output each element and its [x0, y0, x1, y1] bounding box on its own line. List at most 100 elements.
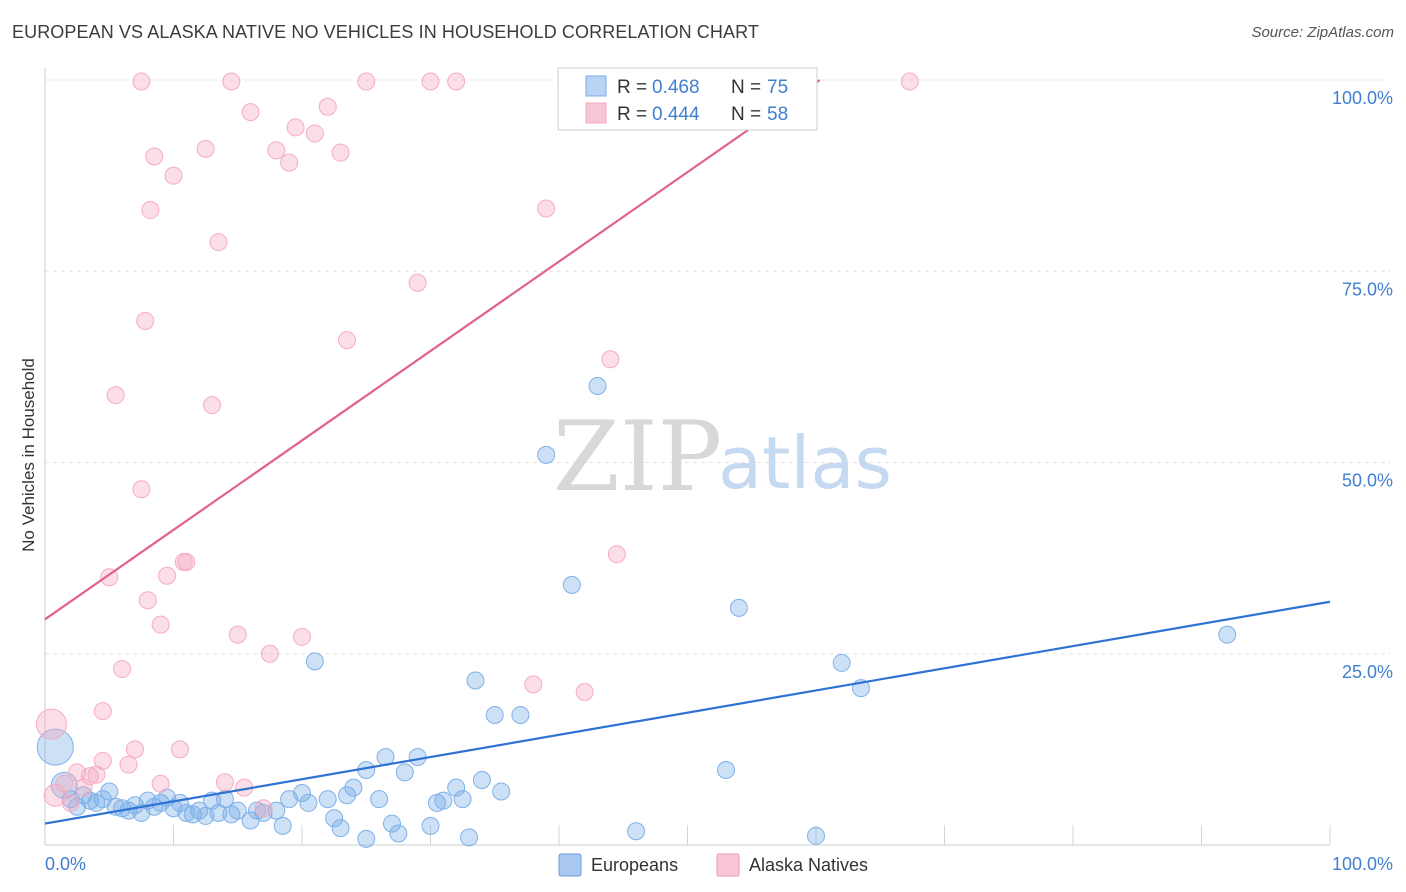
european-point — [293, 783, 311, 802]
alaska-natives-trend-line — [44, 79, 821, 621]
european-point — [453, 790, 472, 809]
alaska-native-point — [900, 72, 919, 91]
chart-title: EUROPEAN VS ALASKA NATIVE NO VEHICLES IN… — [12, 22, 759, 42]
european-point — [466, 671, 485, 690]
alaska-native-point — [151, 774, 170, 793]
european-point — [273, 816, 292, 835]
alaska-native-point — [260, 644, 279, 663]
european-point — [434, 791, 453, 810]
european-point — [460, 828, 479, 847]
european-point — [717, 761, 736, 780]
alaska-native-point — [136, 311, 155, 330]
european-point — [325, 809, 344, 828]
european-point — [447, 778, 466, 797]
european-point — [305, 652, 324, 671]
alaska-native-point — [93, 702, 112, 721]
alaska-native-point — [93, 751, 112, 770]
european-point — [337, 786, 356, 805]
european-point — [511, 705, 530, 724]
legend-r-label-alaska-natives: R = — [617, 104, 647, 125]
alaska-native-point — [293, 627, 311, 646]
european-point — [100, 782, 119, 801]
alaska-native-point — [100, 568, 119, 587]
alaska-native-point — [35, 708, 67, 740]
alaska-native-point — [421, 72, 440, 91]
x-tick-label-left: 0.0% — [45, 854, 86, 874]
alaska-native-point — [601, 350, 620, 369]
axes — [44, 68, 1330, 846]
european-point — [408, 748, 427, 767]
european-point — [395, 763, 414, 782]
alaska-native-point — [132, 480, 151, 499]
alaska-native-point — [132, 72, 151, 91]
legend-n-value-alaska-natives: 58 — [767, 104, 788, 125]
legend-swatch-europeans — [585, 75, 607, 97]
european-point — [382, 814, 401, 833]
alaska-native-point — [170, 740, 189, 759]
alaska-native-point — [164, 166, 183, 185]
european-point — [729, 598, 748, 617]
alaska-native-point — [74, 778, 93, 797]
y-tick-label: 25.0% — [1342, 662, 1393, 682]
alaska-natives-points — [35, 72, 919, 818]
alaska-native-point — [228, 625, 247, 644]
alaska-native-point — [607, 545, 626, 564]
europeans-trend-line — [44, 600, 1331, 825]
european-point — [421, 816, 440, 835]
bottom-legend-label-alaska-natives: Alaska Natives — [749, 855, 868, 875]
alaska-native-point — [331, 143, 350, 162]
bottom-legend-swatch-alaska-natives — [716, 853, 740, 877]
alaska-native-point — [119, 755, 138, 774]
alaska-native-point — [408, 273, 427, 292]
european-point — [832, 653, 851, 672]
alaska-native-point — [80, 767, 99, 786]
european-point — [389, 824, 408, 843]
alaska-native-point — [575, 683, 594, 701]
alaska-native-point — [537, 199, 556, 218]
alaska-native-point — [113, 660, 132, 679]
watermark-atlas: atlas — [718, 421, 892, 505]
european-point — [344, 778, 363, 797]
bottom-legend-label-europeans: Europeans — [591, 855, 678, 875]
x-tick-label-right: 100.0% — [1332, 854, 1393, 874]
alaska-native-point — [447, 72, 466, 91]
y-axis-label: No Vehicles in Household — [19, 358, 38, 552]
alaska-native-point — [106, 386, 125, 405]
european-point — [537, 445, 556, 464]
series-legend: Europeans Alaska Natives — [558, 853, 868, 877]
alaska-native-point — [145, 147, 164, 166]
european-point — [331, 819, 350, 838]
alaska-native-point — [55, 774, 74, 793]
alaska-native-point — [125, 740, 144, 759]
alaska-native-point — [357, 72, 376, 91]
alaska-native-point — [138, 591, 157, 610]
alaska-native-point — [305, 124, 324, 143]
legend-r-value-alaska-natives: 0.444 — [652, 104, 700, 125]
alaska-native-point — [222, 72, 241, 91]
european-point — [627, 822, 646, 841]
trend-lines — [44, 79, 1331, 825]
alaska-native-point — [318, 97, 337, 116]
alaska-native-point — [215, 773, 234, 792]
european-point — [299, 793, 318, 812]
legend-r-label-europeans: R = — [617, 77, 647, 98]
alaska-native-point — [61, 793, 80, 812]
alaska-native-point — [524, 675, 543, 694]
y-tick-label: 75.0% — [1342, 279, 1393, 299]
source-label: Source: ZipAtlas.com — [1251, 24, 1394, 41]
alaska-native-point — [141, 201, 160, 220]
y-tick-labels: 100.0% 75.0% 50.0% 25.0% — [1332, 88, 1393, 682]
european-point — [228, 801, 247, 820]
alaska-native-point — [337, 331, 356, 350]
legend-n-label-alaska-natives: N = — [731, 104, 761, 125]
legend-n-label-europeans: N = — [731, 77, 761, 98]
european-point — [1218, 625, 1237, 644]
european-point — [562, 575, 581, 594]
alaska-native-point — [151, 615, 170, 634]
alaska-native-point — [177, 552, 196, 571]
alaska-native-point — [286, 118, 305, 137]
watermark-zip: ZIP — [553, 401, 722, 513]
legend-r-value-europeans: 0.468 — [652, 77, 700, 98]
bottom-legend-swatch-europeans — [558, 853, 582, 877]
